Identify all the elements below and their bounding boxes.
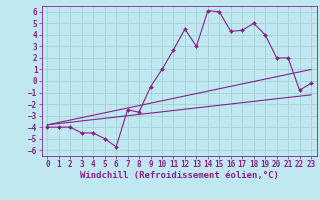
X-axis label: Windchill (Refroidissement éolien,°C): Windchill (Refroidissement éolien,°C): [80, 171, 279, 180]
